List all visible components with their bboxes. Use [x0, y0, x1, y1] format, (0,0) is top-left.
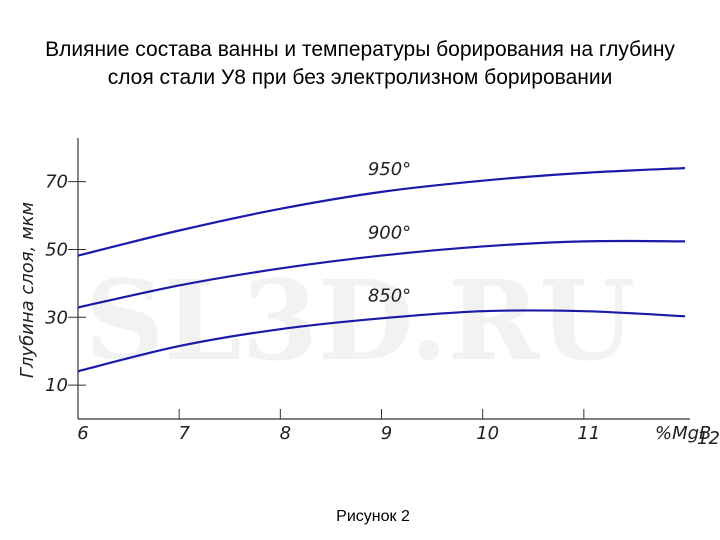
series-label: 950°	[368, 159, 411, 180]
y-tick-label: 10	[45, 375, 68, 396]
caption: Рисунок 2	[336, 508, 410, 525]
series-line	[77, 309, 686, 373]
x-tick-label: 6	[77, 423, 88, 444]
x-axis-label: %MgB	[655, 423, 711, 444]
x-tick-label: 12	[697, 428, 720, 449]
series-label: 900°	[368, 223, 411, 244]
series-label: 850°	[368, 285, 411, 306]
x-tick-label: 10	[476, 423, 499, 444]
y-tick-label: 70	[45, 172, 68, 193]
x-tick-label: 8	[280, 423, 291, 444]
chart-title: Влияние состава ванны и температуры бори…	[45, 38, 675, 89]
y-tick-label: 50	[45, 239, 68, 260]
y-axis-label: Глубина слоя, мкм	[17, 202, 38, 378]
title-box: Влияние состава ванны и температуры бори…	[45, 38, 675, 89]
y-tick-label: 30	[45, 307, 68, 328]
x-tick-label: 9	[381, 423, 392, 444]
x-tick-label: 7	[178, 423, 190, 444]
series-line	[77, 167, 686, 257]
x-tick-label: 11	[577, 423, 600, 444]
series-line	[77, 239, 686, 309]
